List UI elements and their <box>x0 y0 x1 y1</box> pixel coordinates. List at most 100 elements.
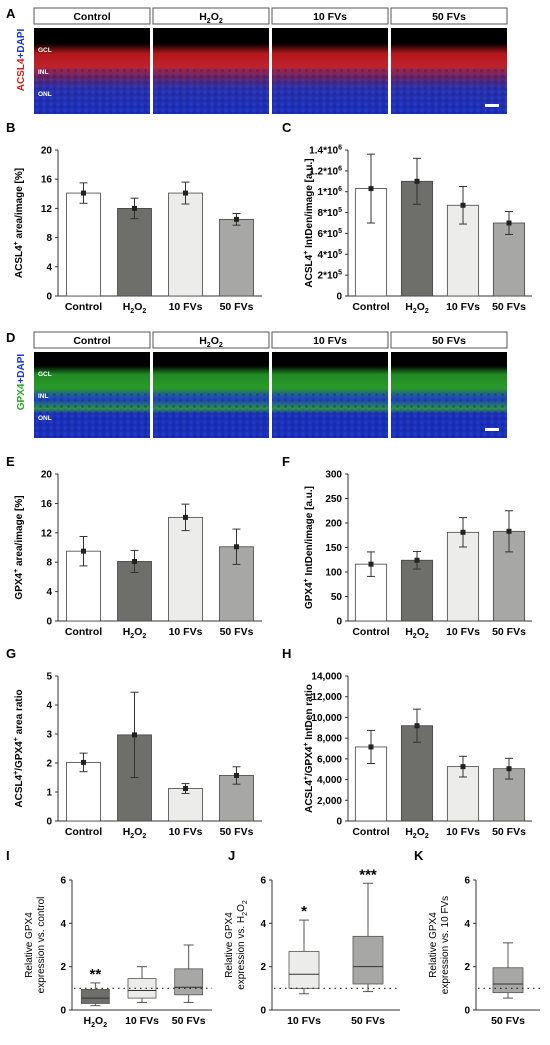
chart-h-x-tick-label-50-fvs: 50 FVs <box>492 826 526 838</box>
chart-g-y-tick-label: 1 <box>46 788 52 799</box>
chart-j-y-tick-label: 4 <box>260 919 266 930</box>
acsl4-micrograph-nuclei-10-fvs <box>272 68 388 114</box>
chart-h-bar-50-fvs <box>492 768 526 822</box>
acsl4-micrograph-nuclei-h2o2 <box>153 68 269 114</box>
chart-b-x-tick-label-control: Control <box>65 301 102 313</box>
gpx4-group-label-10-fvs: 10 FVs <box>313 335 347 347</box>
chart-i-y-tick-label: 2 <box>60 962 66 973</box>
chart-h-y-tick-label: 14,000 <box>311 672 342 683</box>
panel-letter-b: B <box>6 120 15 135</box>
gpx4-micrograph-50-fvs <box>391 352 507 438</box>
chart-e-mean-point-control <box>81 548 86 554</box>
acsl4-scale-bar <box>485 104 499 107</box>
chart-k-box-50-fvs <box>492 967 524 994</box>
chart-c-mean-point-50-fvs <box>506 220 512 226</box>
chart-c-mean-point-control <box>368 186 374 192</box>
gpx4-layer-label-inl: INL <box>38 393 49 400</box>
chart-c-y-tick-label: 6*105​ <box>318 228 343 240</box>
acsl4-layer-label-inl: INL <box>38 69 49 76</box>
chart-h-y-tick-label: 2,000 <box>317 796 342 807</box>
gpx4-group-header-50-fvs <box>390 331 508 349</box>
chart-k-y-tick-label: 2 <box>464 962 470 973</box>
chart-e-x-tick-label-10-fvs: 10 FVs <box>169 626 203 638</box>
svg-text:ACSL4+DAPI: ACSL4+DAPI <box>16 29 27 92</box>
chart-j-y-tick-label: 6 <box>260 876 266 887</box>
chart-i-y-label-line1: Relative GPX4 <box>24 912 35 978</box>
gpx4-layer-label-gcl: GCL <box>38 371 52 378</box>
chart-g-y-tick-label: 4 <box>46 701 52 712</box>
gpx4-group-label-50-fvs: 50 FVs <box>432 335 466 347</box>
chart-j-box-10-fvs <box>288 951 320 989</box>
chart-e-bar-10-fvs <box>168 516 203 622</box>
chart-b-y-tick-label: 4 <box>46 262 52 273</box>
acsl4-micrograph-10-fvs <box>272 28 388 114</box>
chart-f-y-tick-label: 150 <box>325 543 342 554</box>
chart-h-mean-point-10-fvs <box>460 764 466 770</box>
acsl4-stain-label-dapi: +DAPI <box>16 29 27 59</box>
chart-g-y-tick-label: 3 <box>46 730 52 741</box>
chart-e: 0 4 8 12 16 20 GPX4+​ area/image [%] Control H2O… <box>13 470 262 640</box>
acsl4-group-label-10-fvs: 10 FVs <box>313 11 347 23</box>
chart-c-y-tick-label: 8*105​ <box>318 207 343 219</box>
panel-a: A ACSL4+DAPI Control GCL INL ONL H2O2​ 10 FVs… <box>6 6 508 114</box>
chart-b-mean-point-50-fvs <box>234 216 239 222</box>
chart-f-y-tick-label: 250 <box>325 494 342 505</box>
chart-f-x-tick-label-control: Control <box>352 626 389 638</box>
chart-i-x-tick-label-50-fvs: 50 FVs <box>172 1015 206 1027</box>
chart-h-y-label: ACSL4+​/GPX4+​ IntDen ratio <box>303 684 315 813</box>
chart-f-x-tick-label-10-fvs: 10 FVs <box>446 626 480 638</box>
chart-c-mean-point-h2o2 <box>414 178 420 184</box>
chart-g-y-tick-label: 0 <box>46 817 52 828</box>
chart-f-y-tick-label: 50 <box>331 592 343 603</box>
svg-text:GPX4+DAPI: GPX4+DAPI <box>16 354 27 411</box>
chart-e-y-label: GPX4+​ area/image [%] <box>13 495 25 599</box>
chart-g-x-tick-label-10-fvs: 10 FVs <box>169 826 203 838</box>
chart-b-y-tick-label: 16 <box>41 175 53 186</box>
chart-i-y-tick-label: 4 <box>60 919 66 930</box>
chart-c-y-tick-label: 1*106​ <box>318 186 343 198</box>
chart-k-x-tick-label-50-fvs: 50 FVs <box>491 1015 525 1027</box>
chart-e-y-tick-label: 12 <box>41 528 53 539</box>
panel-letter-j: J <box>228 848 235 863</box>
acsl4-micrograph-control <box>34 28 150 114</box>
acsl4-group-label-control: Control <box>73 11 110 23</box>
gpx4-micrograph-10-fvs <box>272 352 388 438</box>
chart-f-y-tick-label: 300 <box>325 470 342 481</box>
chart-f-mean-point-control <box>368 561 374 567</box>
panel-letter-k: K <box>414 848 424 863</box>
gpx4-micrograph-nuclei-control <box>34 392 150 438</box>
chart-i-y-label-line2: expression vs. control <box>36 897 47 994</box>
chart-h-y-tick-label: 0 <box>336 817 342 828</box>
chart-k-y-label-line1: Relative GPX4 <box>428 912 439 978</box>
chart-c-x-tick-label-control: Control <box>352 301 389 313</box>
gpx4-stain-label-text: GPX4 <box>16 383 27 410</box>
chart-g-mean-point-control <box>81 759 86 765</box>
chart-b-bar-10-fvs <box>168 192 203 297</box>
chart-h-x-tick-label-control: Control <box>352 826 389 838</box>
panel-letter-h: H <box>282 646 291 661</box>
chart-c-y-tick-label: 0 <box>336 292 342 303</box>
chart-f-y-tick-label: 0 <box>336 617 342 628</box>
chart-c-x-tick-label-10-fvs: 10 FVs <box>446 301 480 313</box>
acsl4-group-header-h2o2 <box>152 7 270 25</box>
chart-c: 0 2*105​ 4*105​ 6*105​ 8*105​ 1*106​ 1.2*106​ 1… <box>303 145 532 315</box>
gpx4-micrograph-h2o2 <box>153 352 269 438</box>
chart-h-y-tick-label: 8,000 <box>317 734 342 745</box>
chart-e-y-tick-label: 8 <box>46 558 52 569</box>
acsl4-layer-label-onl: ONL <box>38 91 52 98</box>
gpx4-micrograph-nuclei-h2o2 <box>153 392 269 438</box>
gpx4-micrograph-nuclei-50-fvs <box>391 392 507 438</box>
chart-e-y-tick-label: 0 <box>46 617 52 628</box>
chart-g: 0 1 2 3 4 5 ACSL4+​/GPX4+​ area ratio Control H2… <box>13 672 262 840</box>
chart-g-y-tick-label: 2 <box>46 759 52 770</box>
chart-i-y-tick-label: 0 <box>60 1006 66 1017</box>
gpx4-group-header-control <box>33 331 151 349</box>
chart-i-box-10-fvs <box>127 978 157 999</box>
chart-b: 0 4 8 12 16 20 ACSL4+​ area/image [%] Control H2… <box>13 146 262 315</box>
chart-h-y-tick-label: 10,000 <box>311 713 342 724</box>
chart-c-y-tick-label: 1.2*106​ <box>309 165 342 177</box>
chart-j-y-tick-label: 2 <box>260 962 266 973</box>
chart-i-box-50-fvs <box>174 968 204 996</box>
panel-letter-a: A <box>6 6 16 21</box>
